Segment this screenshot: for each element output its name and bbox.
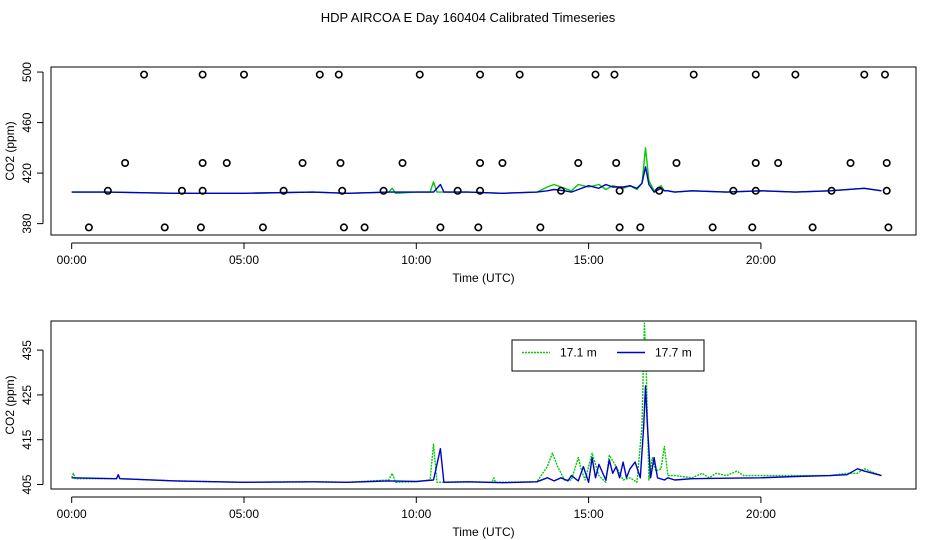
series-line-17-1-m bbox=[71, 322, 882, 483]
calibration-point bbox=[279, 186, 288, 195]
y-tick-label: 420 bbox=[20, 163, 34, 183]
calibration-point bbox=[379, 186, 388, 195]
calibration-point bbox=[474, 223, 483, 232]
calibration-point bbox=[298, 159, 307, 168]
calibration-point bbox=[196, 223, 205, 232]
calibration-point bbox=[498, 159, 507, 168]
calibration-point bbox=[198, 159, 207, 168]
legend-label: 17.1 m bbox=[560, 346, 597, 360]
calibration-point bbox=[334, 70, 343, 79]
calibration-point bbox=[751, 186, 760, 195]
calibration-point bbox=[436, 223, 445, 232]
calibration-point bbox=[827, 186, 836, 195]
calibration-point bbox=[655, 186, 664, 195]
bottom-panel: 00:00 05:00 10:00 15:00 20:00 Time (UTC) 405 41… bbox=[3, 320, 917, 539]
calibration-point bbox=[882, 186, 891, 195]
calibration-point bbox=[846, 159, 855, 168]
calibration-point bbox=[808, 223, 817, 232]
y-tick-label: 435 bbox=[20, 340, 34, 360]
calibration-point bbox=[860, 70, 869, 79]
calibration-point bbox=[360, 223, 369, 232]
calibration-point bbox=[672, 159, 681, 168]
calibration-point bbox=[751, 159, 760, 168]
calibration-point bbox=[415, 70, 424, 79]
series-line-17-7-m bbox=[71, 385, 882, 484]
figure-title: HDP AIRCOA E Day 160404 Calibrated Times… bbox=[321, 10, 616, 25]
calibration-point bbox=[751, 70, 760, 79]
calibration-point bbox=[612, 159, 621, 168]
calibration-point bbox=[615, 223, 624, 232]
calibration-point bbox=[476, 186, 485, 195]
calibration-point bbox=[615, 186, 624, 195]
top-panel: 00:00 05:00 10:00 15:00 20:00 Time (UTC) 380 42… bbox=[3, 62, 917, 285]
y-tick-label: 415 bbox=[20, 429, 34, 449]
calibration-point bbox=[884, 223, 893, 232]
calibration-point bbox=[557, 186, 566, 195]
x-tick-label: 20:00 bbox=[746, 507, 776, 521]
calibration-point bbox=[610, 70, 619, 79]
calibration-point bbox=[103, 186, 112, 195]
calibration-point bbox=[453, 186, 462, 195]
calibration-point bbox=[140, 70, 149, 79]
x-tick-label: 15:00 bbox=[574, 507, 604, 521]
calibration-point bbox=[515, 70, 524, 79]
calibration-point bbox=[708, 223, 717, 232]
y-axis-label: CO2 (ppm) bbox=[3, 121, 17, 180]
series-line-1 bbox=[71, 166, 882, 195]
x-tick-label: 00:00 bbox=[57, 507, 87, 521]
y-tick-label: 380 bbox=[20, 213, 34, 233]
plot-frame bbox=[50, 66, 917, 236]
calibration-point bbox=[398, 159, 407, 168]
calibration-point bbox=[222, 159, 231, 168]
calibration-point bbox=[239, 70, 248, 79]
calibration-point bbox=[339, 223, 348, 232]
x-tick-label: 00:00 bbox=[57, 253, 87, 267]
plot-frame bbox=[50, 320, 917, 490]
x-axis-label: Time (UTC) bbox=[452, 525, 514, 539]
x-tick-label: 10:00 bbox=[401, 253, 431, 267]
calibration-point bbox=[198, 186, 207, 195]
calibration-point bbox=[177, 186, 186, 195]
x-tick-label: 20:00 bbox=[746, 253, 776, 267]
legend-box bbox=[511, 339, 705, 372]
x-tick-label: 05:00 bbox=[229, 507, 259, 521]
calibration-point bbox=[121, 159, 130, 168]
calibration-point bbox=[880, 70, 889, 79]
plot-area bbox=[71, 147, 882, 195]
x-tick-label: 05:00 bbox=[229, 253, 259, 267]
calibration-point bbox=[476, 70, 485, 79]
x-tick-label: 15:00 bbox=[574, 253, 604, 267]
calibration-point bbox=[258, 223, 267, 232]
calibration-point bbox=[536, 223, 545, 232]
x-tick-label: 10:00 bbox=[401, 507, 431, 521]
calibration-point bbox=[160, 223, 169, 232]
calibration-point bbox=[315, 70, 324, 79]
calibration-point bbox=[748, 223, 757, 232]
calibration-point bbox=[84, 223, 93, 232]
legend-label: 17.7 m bbox=[655, 346, 692, 360]
y-axis-label: CO2 (ppm) bbox=[3, 375, 17, 434]
calibration-point bbox=[591, 70, 600, 79]
calibration-point bbox=[476, 159, 485, 168]
calibration-point bbox=[574, 159, 583, 168]
calibration-point bbox=[689, 70, 698, 79]
x-axis-label: Time (UTC) bbox=[452, 271, 514, 285]
y-tick-label: 425 bbox=[20, 385, 34, 405]
y-tick-label: 460 bbox=[20, 112, 34, 132]
calibration-point bbox=[729, 186, 738, 195]
legend: 17.1 m 17.7 m bbox=[511, 339, 705, 372]
calibration-point bbox=[636, 223, 645, 232]
calibration-point bbox=[882, 159, 891, 168]
y-tick-label: 500 bbox=[20, 62, 34, 82]
y-tick-label: 405 bbox=[20, 474, 34, 494]
calibration-point bbox=[791, 70, 800, 79]
calibration-point bbox=[198, 70, 207, 79]
calibration-point bbox=[774, 159, 783, 168]
calibration-point bbox=[338, 186, 347, 195]
plot-area bbox=[71, 322, 882, 484]
calibration-point bbox=[336, 159, 345, 168]
